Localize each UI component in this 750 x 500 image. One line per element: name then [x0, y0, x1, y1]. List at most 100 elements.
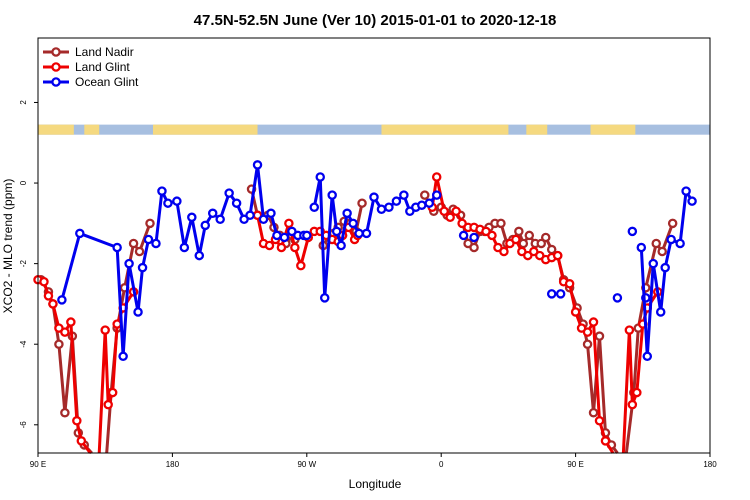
x-tick-label: 90 W: [297, 460, 316, 469]
ocean-glint-point: [391, 196, 402, 206]
y-axis-label: XCO2 - MLO trend (ppm): [1, 179, 15, 314]
ocean-glint-point: [660, 262, 670, 273]
land-glint-point: [72, 416, 82, 426]
land-glint-point: [100, 325, 110, 335]
land-nadir-point: [469, 242, 479, 253]
ocean-glint-point: [231, 198, 242, 208]
ocean-glint-point: [187, 212, 197, 223]
land-glint-point: [112, 319, 122, 329]
ocean-glint-point: [245, 210, 255, 221]
land-glint-point: [276, 242, 287, 253]
land-glint-point: [290, 242, 300, 253]
land-glint-point: [439, 206, 449, 217]
x-axis: 90 E 180 90 W 0 90 E 180: [30, 453, 717, 469]
ocean-glint-point: [179, 242, 190, 253]
y-tick-label: 0: [19, 180, 28, 185]
ocean-glint-point: [384, 202, 394, 212]
land-nadir-point: [667, 218, 678, 229]
ocean-glint-point: [133, 307, 143, 317]
legend-marker-land-glint: [51, 62, 61, 72]
land-glint-point: [582, 327, 593, 337]
land-nadir-point: [134, 246, 145, 257]
ocean-glint-point: [354, 228, 364, 239]
ocean-glint-point: [258, 214, 269, 225]
plot-series: [33, 160, 697, 455]
strip-land: [38, 124, 74, 135]
ocean-glint-point: [612, 293, 623, 303]
land-glint-point: [624, 325, 635, 335]
ocean-glint-point: [309, 202, 320, 212]
ocean-glint-point: [648, 258, 659, 269]
strip-land: [590, 124, 636, 135]
legend-label-ocean-glint: Ocean Glint: [75, 75, 139, 89]
ocean-glint-point: [200, 220, 211, 231]
y-tick-label: -6: [19, 421, 28, 429]
ocean-glint-point: [124, 258, 134, 269]
land-glint-point: [627, 399, 638, 410]
land-nadir-point: [524, 230, 535, 241]
x-tick-label: 90 E: [30, 460, 46, 469]
strip-land: [381, 124, 509, 135]
land-glint-point: [445, 212, 455, 223]
land-glint-point: [107, 387, 118, 398]
ocean-glint-point: [348, 218, 358, 229]
land-nadir-point: [657, 246, 667, 257]
ocean-glint-point: [675, 238, 685, 249]
ocean-glint-point: [315, 172, 325, 182]
ocean-glint-point: [469, 232, 479, 243]
ocean-glint-point: [207, 208, 218, 219]
land-nadir-point: [536, 238, 547, 249]
land-glint-point: [284, 218, 294, 229]
land-glint-line: [97, 291, 135, 454]
ocean-glint-point: [431, 190, 442, 200]
land-nadir-point: [514, 226, 524, 237]
legend-marker-land-nadir: [51, 47, 61, 57]
ocean-glint-point: [666, 234, 676, 245]
ocean-glint-point: [331, 226, 342, 237]
ocean-glint-point: [143, 234, 154, 245]
ocean-glint-point: [266, 208, 276, 219]
ocean-glint-point: [636, 242, 647, 253]
plot-frame: [37, 37, 711, 454]
land-nadir-point: [651, 238, 661, 249]
ocean-glint-point: [424, 198, 435, 208]
x-tick-label: 90 E: [567, 460, 583, 469]
land-nadir-point: [582, 339, 593, 349]
land-glint-point: [511, 234, 521, 245]
chart-title: 47.5N-52.5N June (Ver 10) 2015-01-01 to …: [194, 12, 557, 29]
land-glint-point: [552, 250, 563, 261]
land-nadir-point: [588, 407, 599, 418]
land-ocean-strip: [38, 124, 710, 135]
ocean-glint-point: [151, 238, 161, 249]
strip-land: [526, 124, 548, 135]
ocean-glint-point: [681, 186, 691, 196]
y-tick-label: -4: [19, 340, 28, 348]
ocean-glint-point: [194, 250, 205, 261]
land-nadir-point: [128, 238, 139, 249]
ocean-glint-point: [252, 160, 263, 170]
land-glint-line: [430, 175, 615, 454]
land-glint-point: [76, 436, 87, 446]
x-tick-label: 0: [439, 460, 444, 469]
ocean-glint-point: [215, 214, 225, 225]
ocean-glint-point: [546, 289, 557, 299]
land-nadir-point: [60, 407, 70, 418]
ocean-glint-point: [319, 293, 330, 303]
ocean-glint-point: [687, 196, 697, 206]
land-nadir-point: [54, 339, 64, 349]
land-glint-point: [564, 279, 575, 289]
ocean-glint-point: [627, 226, 638, 237]
land-glint-line: [37, 278, 92, 454]
strip-ocean: [38, 124, 710, 135]
ocean-glint-point: [655, 307, 666, 317]
y-axis: 2 0 -2 -4 -6: [19, 100, 38, 429]
land-nadir-point: [546, 244, 557, 255]
x-tick-label: 180: [166, 460, 180, 469]
ocean-glint-point: [272, 230, 282, 241]
land-nadir-point: [540, 232, 551, 243]
land-glint-point: [499, 246, 509, 257]
x-tick-label: 180: [703, 460, 717, 469]
land-glint-point: [451, 206, 461, 217]
land-glint-point: [264, 240, 275, 251]
